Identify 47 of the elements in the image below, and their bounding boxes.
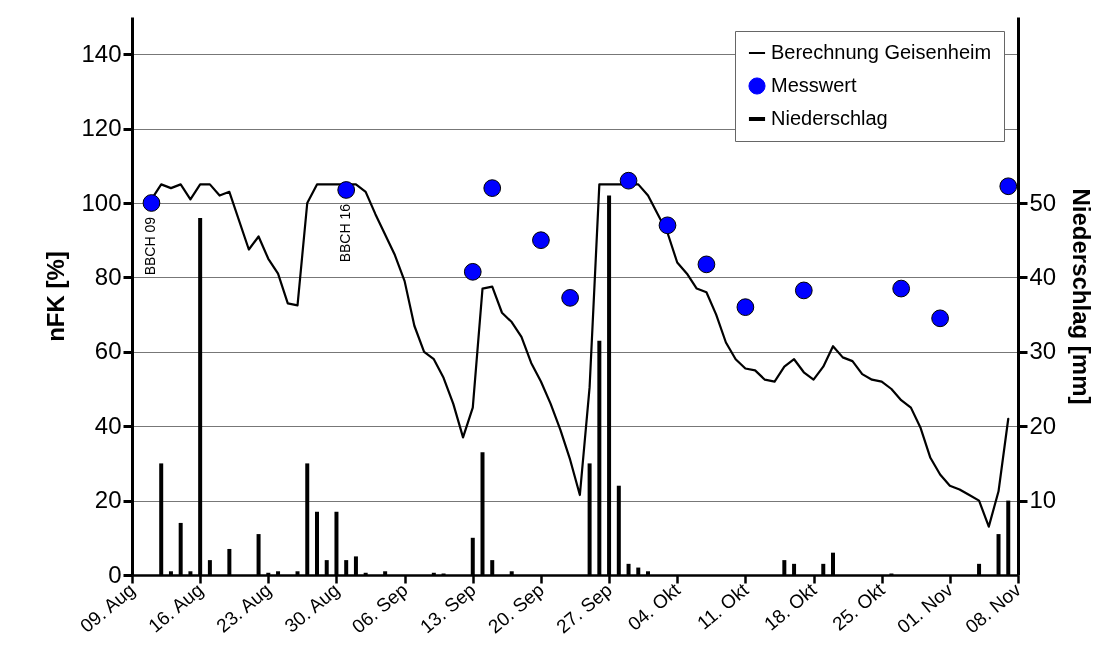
y2-tick-label: 30 — [1029, 337, 1057, 365]
y2-tick-label: 40 — [1029, 262, 1057, 290]
y-tick-label: 120 — [81, 114, 122, 142]
legend-label: Messwert — [771, 74, 858, 96]
x-tick-label: 04. Okt — [623, 578, 685, 635]
point — [736, 298, 755, 317]
point — [483, 179, 502, 197]
point — [619, 171, 638, 190]
y2-tick-label: 50 — [1029, 188, 1057, 216]
x-tick-label: 23. Aug — [212, 579, 276, 637]
x-tick-label: 06. Sep — [347, 579, 412, 638]
legend-label: Niederschlag — [771, 107, 888, 129]
y2-tick-label: 10 — [1029, 486, 1057, 514]
y-tick-label: 0 — [108, 560, 122, 588]
y2-axis-title: Niederschlag [mm] — [1068, 188, 1096, 405]
annotation: BBCH 16 — [337, 203, 354, 263]
x-tick-label: 08. Nov — [961, 578, 1026, 638]
point — [697, 255, 716, 274]
y-axis-title: nFK [%] — [42, 251, 70, 342]
y-tick-label: 80 — [94, 262, 122, 290]
point — [561, 289, 579, 307]
legend-label: Berechnung Geisenheim — [771, 41, 992, 63]
x-tick-label: 01. Nov — [893, 578, 958, 638]
point — [892, 279, 911, 298]
point — [931, 309, 949, 328]
x-tick-label: 27. Sep — [552, 579, 616, 638]
point — [142, 194, 161, 212]
point — [794, 281, 813, 300]
y2-tick-label: 20 — [1029, 411, 1057, 439]
x-tick-label: 25. Okt — [828, 578, 890, 635]
point — [658, 216, 677, 235]
x-tick-label: 18. Okt — [760, 578, 822, 635]
annotation: BBCH 09 — [142, 216, 159, 276]
x-tick-label: 20. Sep — [484, 579, 548, 638]
y-tick-label: 100 — [81, 188, 122, 216]
y-tick-label: 40 — [94, 411, 122, 439]
y-tick-label: 140 — [81, 39, 122, 67]
y-tick-label: 20 — [94, 486, 122, 514]
x-tick-label: 11. Okt — [692, 578, 753, 634]
point — [532, 231, 550, 250]
x-tick-label: 13. Sep — [416, 579, 480, 638]
x-tick-label: 16. Aug — [144, 579, 208, 637]
point — [463, 262, 482, 281]
point — [337, 181, 356, 199]
point — [999, 177, 1018, 196]
x-tick-label: 30. Aug — [280, 579, 344, 637]
y-tick-label: 60 — [94, 337, 122, 365]
